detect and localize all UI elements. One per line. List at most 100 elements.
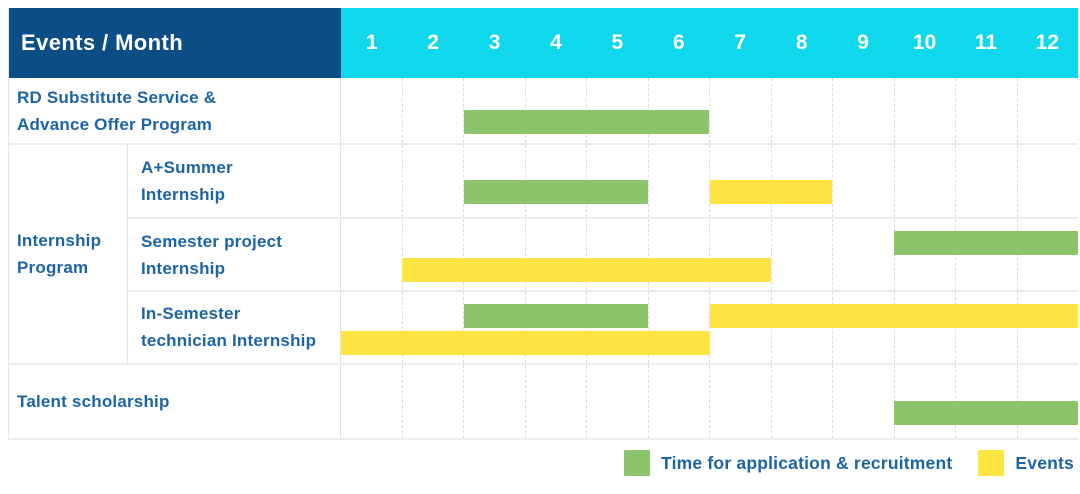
row-label-line: In-Semester: [141, 304, 241, 324]
events-month-table: Events / Month 1 2 3 4 5 6 7 8 9 10 11 12 RD Substi…: [8, 8, 1078, 440]
row-label-a-summer: A+Summer Internship: [128, 145, 341, 218]
month-gridline: [463, 219, 525, 290]
gantt-bar-event: [709, 180, 833, 205]
month-gridline: [1016, 145, 1079, 218]
month-gridline: [647, 291, 710, 363]
month-gridline: [893, 78, 956, 143]
month-gridline: [832, 145, 894, 218]
month-gridline: [709, 291, 771, 363]
row-rd-substitute: RD Substitute Service & Advance Offer Pr…: [9, 78, 1078, 145]
row-talent-scholarship: Talent scholarship: [9, 365, 1078, 440]
month-gridline: [401, 365, 464, 438]
row-label-line: Advance Offer Program: [17, 114, 213, 134]
events-month-header: Events / Month: [9, 8, 341, 78]
month-gridline: [401, 291, 464, 363]
month-header-cell: 5: [611, 31, 624, 54]
month-gridline: [709, 219, 771, 290]
row-group-internship-program: Internship Program A+Summer Internship S…: [9, 145, 1078, 365]
row-label-in-semester: In-Semester technician Internship: [128, 291, 341, 363]
row-label-line: Internship: [141, 258, 226, 278]
month-gridline: [341, 219, 402, 289]
table-header-row: Events / Month 1 2 3 4 5 6 7 8 9 10 11 12: [9, 8, 1078, 78]
legend-item-recruitment: Time for application & recruitment: [624, 450, 952, 476]
legend-label-recruitment: Time for application & recruitment: [661, 452, 953, 473]
month-header-cell: 3: [488, 31, 501, 54]
row-label-line: Talent scholarship: [17, 392, 170, 411]
month-gridline: [832, 365, 894, 438]
row-label-rd-substitute: RD Substitute Service & Advance Offer Pr…: [9, 78, 341, 143]
month-gridline: [586, 365, 648, 438]
month-gridline: [401, 145, 464, 218]
row-label-talent-scholarship: Talent scholarship: [9, 365, 341, 438]
month-gridline: [586, 219, 648, 290]
gantt-chart-cell: [341, 219, 1078, 290]
internship-sub-rows: A+Summer Internship Semester project Int…: [128, 145, 1078, 363]
month-gridline: [955, 78, 1017, 143]
gantt-chart-cell: [341, 365, 1078, 438]
month-gridline: [709, 145, 771, 218]
gantt-bar-recruitment: [463, 180, 649, 205]
month-gridline: [709, 78, 771, 143]
group-label-line: Internship: [17, 231, 102, 250]
month-gridline: [893, 145, 956, 218]
row-label-line: Semester project: [141, 231, 283, 251]
legend-item-events: Events: [978, 450, 1074, 476]
month-gridline: [401, 78, 464, 143]
month-header-cell: 9: [857, 31, 869, 54]
month-gridline: [401, 219, 464, 290]
row-a-summer: A+Summer Internship: [128, 145, 1079, 220]
month-gridline: [463, 78, 525, 143]
month-gridline: [1016, 78, 1079, 143]
month-gridline: [341, 365, 402, 438]
month-gridline: [832, 78, 894, 143]
row-label-line: Internship: [141, 185, 226, 205]
month-gridline: [341, 145, 402, 217]
gantt-bar-recruitment: [463, 303, 649, 328]
month-gridline: [463, 145, 525, 218]
legend: Time for application & recruitment Event…: [624, 450, 1074, 476]
gantt-bar-event: [341, 331, 710, 355]
month-header-cell: 12: [1035, 31, 1060, 54]
gantt-chart-cell: [341, 291, 1078, 363]
month-gridline: [524, 365, 587, 438]
month-gridline: [463, 365, 525, 438]
legend-label-events: Events: [1015, 452, 1074, 473]
month-gridline: [647, 365, 710, 438]
recruitment-swatch-icon: [624, 450, 651, 476]
month-header-cell: 1: [365, 31, 378, 54]
row-in-semester: In-Semester technician Internship: [128, 291, 1078, 363]
month-gridline: [463, 291, 525, 363]
month-header-cell: 11: [974, 31, 998, 54]
month-gridline: [647, 145, 710, 218]
month-gridline: [524, 219, 587, 290]
month-gridline: [647, 219, 710, 290]
gantt-bar-event: [402, 257, 771, 282]
month-header-cell: 8: [795, 31, 808, 54]
row-label-semester-project: Semester project Internship: [128, 219, 341, 290]
month-gridline: [709, 365, 771, 438]
month-gridline: [955, 145, 1017, 218]
gantt-bar-event: [709, 303, 1078, 328]
month-gridline: [832, 219, 894, 290]
gantt-chart-cell: [341, 78, 1078, 143]
month-gridline: [770, 365, 833, 438]
month-header-cell: 10: [912, 31, 937, 54]
month-header-cell: 6: [672, 31, 685, 54]
gantt-chart-cell: [341, 145, 1079, 218]
month-header-cell: 2: [427, 31, 439, 54]
month-gridline: [770, 219, 833, 290]
month-gridline: [341, 78, 402, 143]
row-label-line: technician Internship: [141, 331, 317, 351]
gantt-bar-recruitment: [463, 109, 710, 134]
row-label-line: A+Summer: [141, 158, 233, 178]
row-semester-project: Semester project Internship: [128, 219, 1078, 292]
month-header-cell: 7: [734, 31, 747, 54]
month-gridline: [770, 78, 833, 143]
internship-program-group-cell: Internship Program: [9, 145, 128, 363]
row-label-line: RD Substitute Service &: [17, 87, 217, 107]
group-label-line: Program: [17, 258, 89, 277]
gantt-bar-recruitment: [893, 231, 1078, 256]
month-header-cell: 4: [550, 31, 562, 54]
events-swatch-icon: [978, 450, 1005, 476]
